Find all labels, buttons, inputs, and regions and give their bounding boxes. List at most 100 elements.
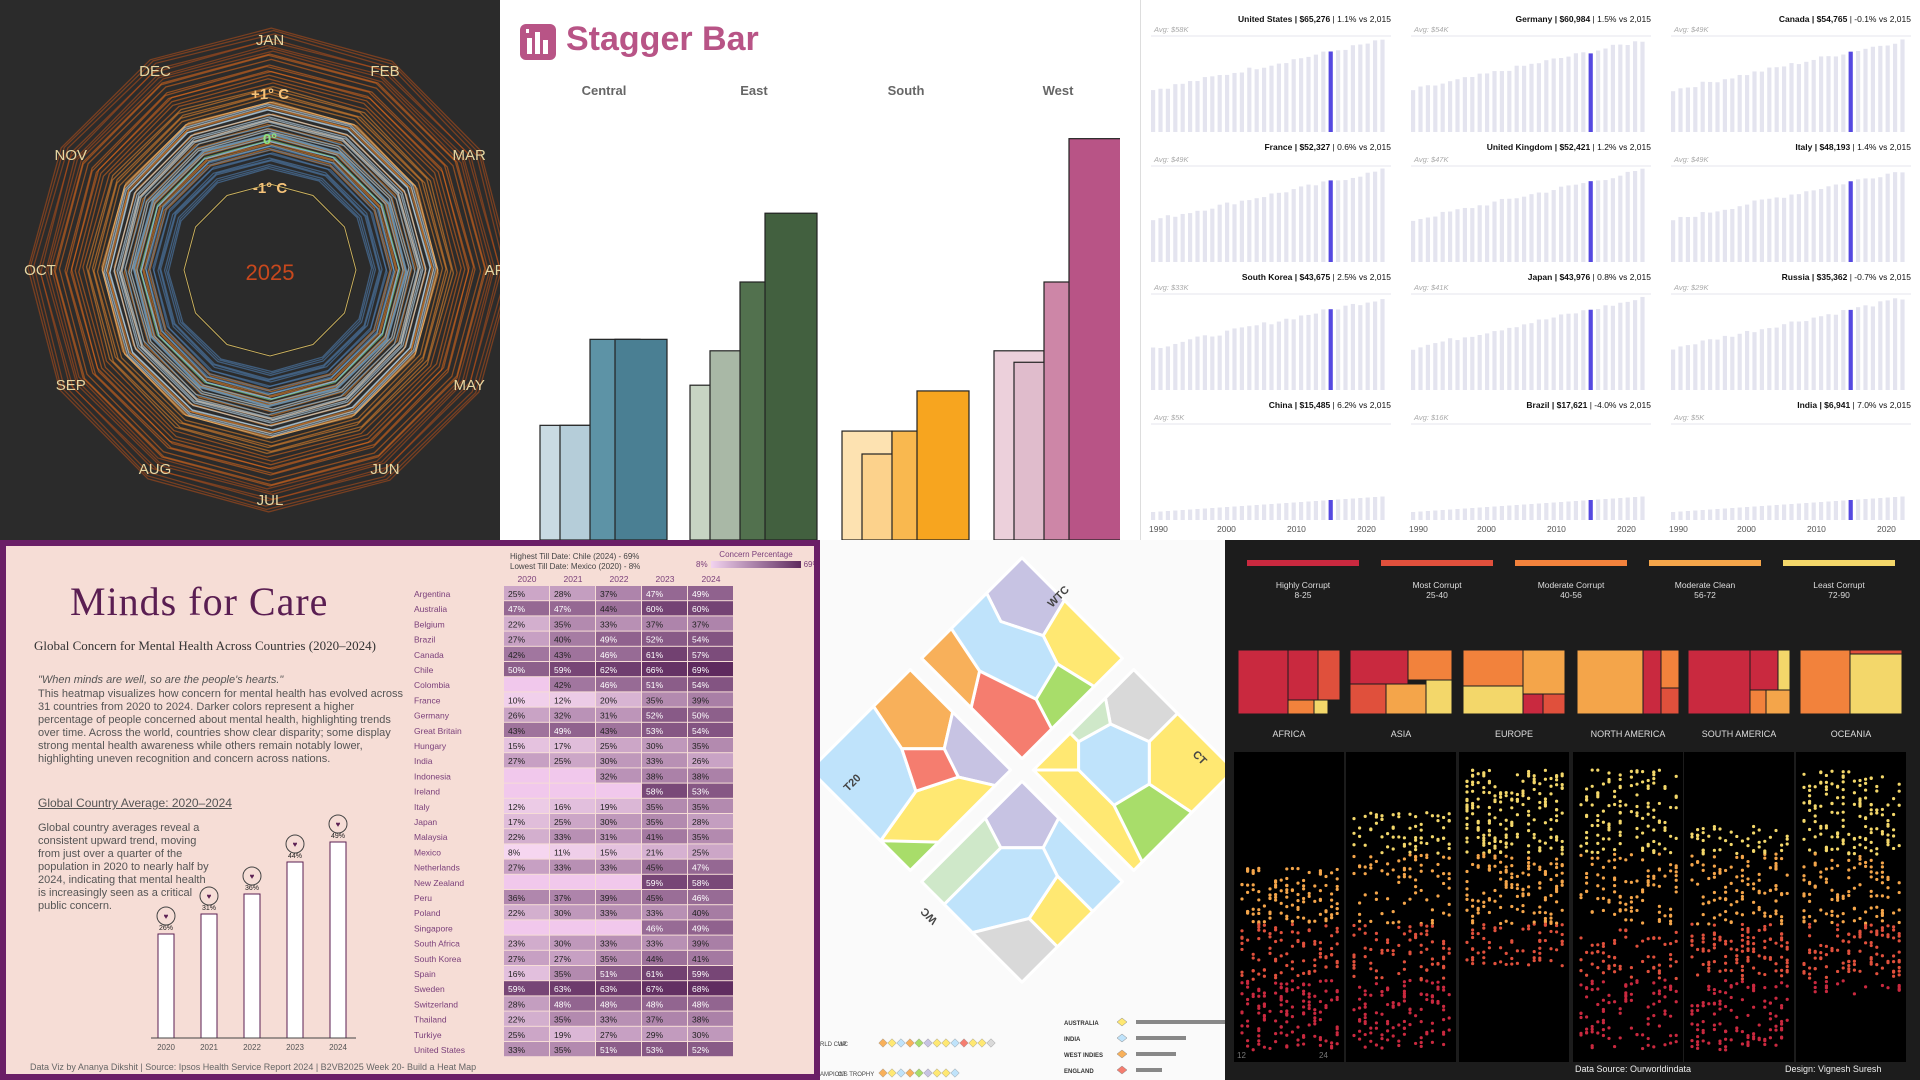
data-dot xyxy=(1274,928,1278,932)
data-dot xyxy=(1669,914,1673,918)
data-dot xyxy=(1510,806,1514,810)
data-dot xyxy=(1487,828,1491,832)
data-dot xyxy=(1763,924,1767,929)
data-dot xyxy=(1391,952,1395,956)
team-bar xyxy=(1136,1020,1225,1024)
data-dot xyxy=(1841,818,1845,822)
data-dot xyxy=(1740,977,1744,981)
data-dot xyxy=(1510,962,1514,966)
data-dot xyxy=(1268,935,1272,939)
data-dot xyxy=(1285,1033,1289,1037)
gdp-bar xyxy=(1151,347,1156,390)
tournament-marker xyxy=(878,1038,888,1048)
data-dot xyxy=(1757,872,1761,876)
heat-cell-value: 33% xyxy=(508,1045,525,1055)
data-dot xyxy=(1774,1024,1778,1028)
heat-cell xyxy=(596,1026,641,1041)
data-dot xyxy=(1246,1024,1250,1028)
data-dot xyxy=(1285,1009,1289,1013)
gdp-bar xyxy=(1151,220,1156,262)
data-dot xyxy=(1430,940,1434,944)
heat-cell-value: 12% xyxy=(508,802,525,812)
heat-cell-value: 41% xyxy=(692,954,709,964)
data-dot xyxy=(1408,875,1412,879)
data-dot xyxy=(1555,873,1559,877)
data-dot xyxy=(1852,852,1856,856)
gdp-bar xyxy=(1514,327,1519,390)
data-dot xyxy=(1425,811,1429,815)
data-dot xyxy=(1279,994,1283,999)
data-dot xyxy=(1302,916,1306,920)
gdp-bar xyxy=(1217,75,1222,132)
data-dot xyxy=(1274,1032,1278,1036)
gdp-bar xyxy=(1158,88,1163,132)
data-dot xyxy=(1819,804,1823,808)
data-dot xyxy=(1886,833,1890,837)
data-dot xyxy=(1808,914,1812,919)
data-dot xyxy=(1447,913,1451,917)
gdp-bar xyxy=(1551,58,1556,132)
data-dot xyxy=(1555,799,1559,803)
data-dot xyxy=(1824,979,1828,984)
data-dot xyxy=(1763,839,1767,843)
data-dot xyxy=(1746,1035,1750,1040)
data-dot xyxy=(1841,802,1845,806)
data-dot xyxy=(1652,883,1656,887)
data-dot xyxy=(1635,908,1639,913)
data-dot xyxy=(1858,801,1862,805)
cool-spiral-line xyxy=(105,105,435,435)
data-dot xyxy=(1590,951,1594,955)
country-name: United States | $65,276 xyxy=(1238,14,1330,24)
country-change: | -4.0% vs 2,015 xyxy=(1587,400,1651,410)
data-dot xyxy=(1386,845,1390,849)
heat-cell-value: 52% xyxy=(646,711,663,721)
data-dot xyxy=(1579,896,1583,900)
data-dot xyxy=(1629,998,1633,1002)
gdp-bar xyxy=(1165,346,1170,390)
data-dot xyxy=(1808,808,1812,813)
data-dot xyxy=(1302,971,1306,976)
data-dot xyxy=(1425,979,1429,983)
data-dot xyxy=(1555,838,1559,842)
heat-cell-value: 25% xyxy=(600,741,617,751)
data-dot xyxy=(1657,919,1661,924)
data-dot xyxy=(1335,990,1339,994)
year-tick: 2010 xyxy=(1287,524,1306,534)
data-dot xyxy=(1363,989,1367,993)
data-dot xyxy=(1397,835,1401,839)
data-dot xyxy=(1601,1033,1605,1038)
heat-cell-value: 62% xyxy=(600,665,617,675)
gdp-bar xyxy=(1856,50,1861,132)
heat-cell-value: 69% xyxy=(692,665,709,675)
data-dot xyxy=(1482,843,1486,847)
data-dot xyxy=(1875,894,1879,898)
heat-cell xyxy=(596,662,641,677)
data-dot xyxy=(1880,908,1884,913)
region-label: NORTH AMERICA xyxy=(1591,729,1666,739)
heat-cell-value: 63% xyxy=(600,984,617,994)
data-dot xyxy=(1824,965,1828,969)
data-dot xyxy=(1402,872,1406,877)
warm-spiral-line xyxy=(127,127,413,413)
data-dot xyxy=(1768,1028,1772,1032)
data-dot xyxy=(1875,905,1879,909)
data-dot xyxy=(1285,952,1289,956)
data-dot xyxy=(1527,885,1531,889)
data-dot xyxy=(1307,894,1311,898)
data-dot xyxy=(1397,1003,1401,1007)
data-dot xyxy=(1268,916,1272,920)
data-dot xyxy=(1601,887,1605,891)
heat-cell-value: 46% xyxy=(600,650,617,660)
heat-cell-value: 31% xyxy=(600,832,617,842)
data-dot xyxy=(1696,1046,1700,1050)
data-dot xyxy=(1425,997,1429,1002)
gdp-bar xyxy=(1284,318,1289,390)
data-dot xyxy=(1543,841,1547,845)
data-dot xyxy=(1858,949,1862,953)
data-dot xyxy=(1307,1006,1311,1011)
data-dot xyxy=(1864,941,1868,945)
gdp-bar xyxy=(1826,56,1831,132)
data-dot xyxy=(1391,921,1395,925)
gdp-bar xyxy=(1625,171,1630,262)
heat-cell xyxy=(688,829,733,844)
